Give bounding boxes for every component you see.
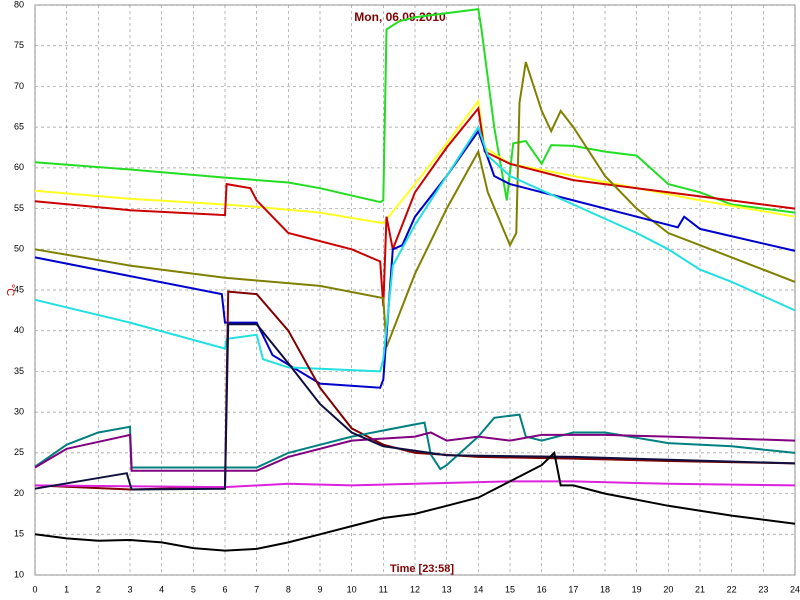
x-tick-label: 1: [64, 584, 69, 594]
x-tick-label: 8: [286, 584, 291, 594]
x-tick-label: 15: [505, 584, 515, 594]
y-tick-label: 65: [14, 122, 24, 132]
x-tick-label: 17: [568, 584, 578, 594]
y-tick-label: 80: [14, 0, 24, 9]
series-line: [34, 450, 796, 552]
series-line: [34, 61, 796, 348]
x-tick-label: 5: [191, 584, 196, 594]
y-tick-label: 15: [14, 529, 24, 539]
series-line: [34, 129, 796, 389]
series-line: [34, 124, 796, 373]
x-axis-label: Time [23:58]: [390, 563, 454, 575]
x-tick-label: 6: [222, 584, 227, 594]
y-tick-label: 75: [14, 40, 24, 50]
x-tick-label: 0: [32, 584, 37, 594]
y-tick-label: 25: [14, 447, 24, 457]
series-line: [34, 431, 796, 472]
y-tick-label: 60: [14, 162, 24, 172]
x-tick-label: 2: [96, 584, 101, 594]
series-line: [34, 480, 796, 489]
x-tick-label: 14: [473, 584, 483, 594]
x-tick-label: 23: [758, 584, 768, 594]
x-tick-label: 9: [317, 584, 322, 594]
y-tick-label: 40: [14, 325, 24, 335]
x-tick-label: 20: [663, 584, 673, 594]
y-tick-label: 45: [14, 284, 24, 294]
y-tick-label: 10: [14, 569, 24, 579]
x-tick-label: 11: [379, 584, 388, 594]
x-tick-label: 4: [159, 584, 164, 594]
series-line: [34, 7, 796, 214]
series-line: [34, 105, 796, 307]
x-tick-label: 24: [790, 584, 800, 594]
y-axis-label: °C: [4, 284, 16, 296]
y-tick-label: 20: [14, 488, 24, 498]
chart-title: Mon, 06.09.2010: [354, 10, 446, 24]
x-tick-label: 16: [537, 584, 547, 594]
y-tick-label: 50: [14, 244, 24, 254]
x-tick-label: 7: [254, 584, 259, 594]
y-tick-label: 30: [14, 407, 24, 417]
x-tick-label: 19: [632, 584, 642, 594]
series-line: [34, 323, 796, 491]
x-tick-label: 12: [410, 584, 420, 594]
x-tick-label: 3: [127, 584, 132, 594]
series-line: [34, 98, 796, 225]
x-tick-label: 21: [695, 584, 705, 594]
x-tick-label: 22: [727, 584, 737, 594]
y-tick-label: 55: [14, 203, 24, 213]
x-tick-label: 13: [442, 584, 452, 594]
y-tick-label: 35: [14, 366, 24, 376]
x-tick-label: 10: [347, 584, 357, 594]
y-tick-label: 70: [14, 81, 24, 91]
x-tick-label: 18: [600, 584, 610, 594]
